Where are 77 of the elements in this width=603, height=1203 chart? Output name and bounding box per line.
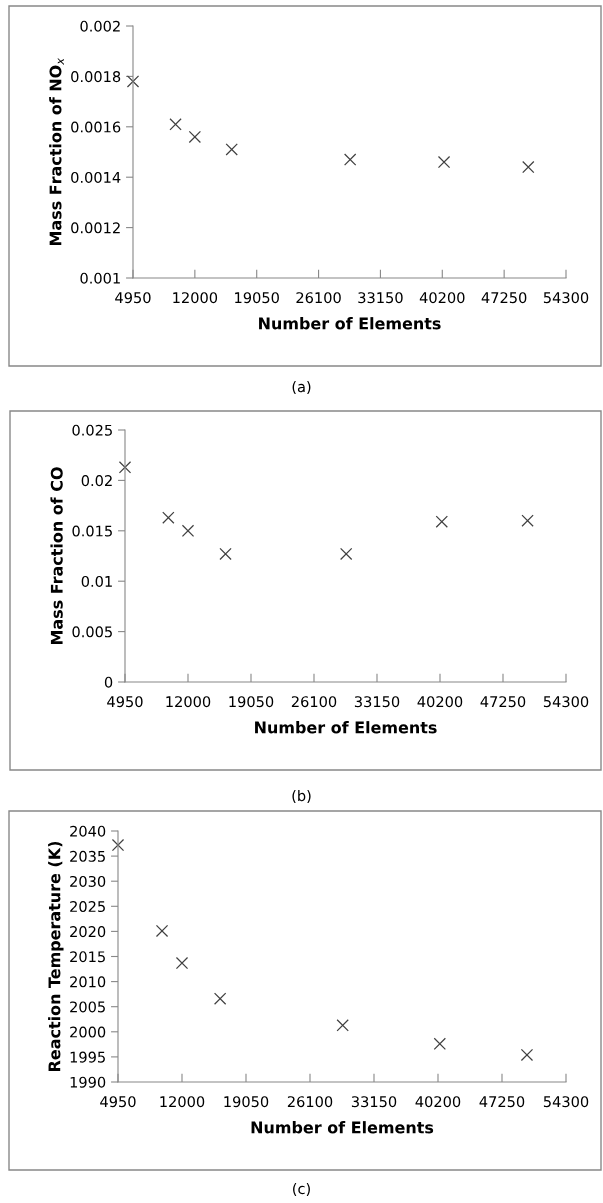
- x-tick-label: 47250: [479, 1096, 525, 1108]
- text: (c): [293, 1182, 310, 1196]
- point: [181, 524, 195, 537]
- point: [155, 924, 169, 938]
- y-tick-label: 2015: [70, 951, 105, 963]
- x-axis-title: Number of Elements: [255, 721, 437, 734]
- x-tick-label: 33150: [351, 1096, 397, 1108]
- y-tick-label: 0.015: [72, 525, 112, 537]
- x-tick-label: 33150: [354, 696, 400, 708]
- point: [219, 547, 232, 561]
- point: [126, 75, 140, 88]
- y-tick-label: 2000: [70, 1026, 106, 1038]
- x-tick-label: 4950: [115, 292, 151, 304]
- point: [169, 118, 182, 131]
- y-tick-label: 0.001: [80, 272, 120, 284]
- x-tick-label: 4950: [100, 1096, 136, 1108]
- x-tick-label: 40200: [415, 1096, 461, 1108]
- point: [336, 1019, 349, 1032]
- y-tick-label: 2040: [70, 825, 106, 837]
- point: [521, 514, 534, 527]
- x-tick-label: 19050: [224, 1096, 269, 1108]
- y-tick-label: 2030: [70, 875, 106, 887]
- y-tick-label: 0.0014: [71, 171, 121, 183]
- point: [213, 992, 227, 1005]
- x-tick-label: 54300: [543, 696, 589, 708]
- y-tick-label: 0: [104, 676, 113, 688]
- y-tick-label: 0.002: [80, 20, 120, 32]
- y-axis-title: Mass Fraction of NO$_{x}$: [49, 57, 64, 246]
- y-tick-label: 2010: [70, 976, 106, 988]
- point: [118, 461, 132, 474]
- point: [520, 1048, 534, 1062]
- point: [188, 130, 202, 144]
- point: [225, 143, 238, 156]
- x-tick-label: 47250: [481, 292, 527, 304]
- point: [522, 160, 535, 174]
- x-tick-label: 33150: [358, 292, 403, 304]
- point: [162, 511, 175, 524]
- x-tick-label: 40200: [419, 292, 465, 304]
- point: [343, 153, 357, 166]
- x-tick-label: 54300: [543, 1096, 589, 1108]
- x-tick-label: 12000: [166, 696, 211, 708]
- y-tick-label: 2035: [70, 850, 105, 862]
- point: [435, 515, 448, 528]
- point: [175, 956, 189, 970]
- x-tick-label: 19050: [229, 696, 274, 708]
- x-tick-label: 4950: [107, 696, 143, 708]
- x-tick-label: 26100: [296, 292, 341, 304]
- y-tick-label: 0.0018: [71, 71, 121, 83]
- y-tick-label: 1990: [70, 1076, 106, 1088]
- x-axis-title: Number of Elements: [251, 1121, 434, 1134]
- x-tick-label: 26100: [287, 1096, 333, 1108]
- point: [339, 547, 353, 561]
- x-tick-label: 26100: [291, 696, 337, 708]
- y-tick-label: 2025: [70, 901, 105, 913]
- x-tick-label: 54300: [543, 292, 589, 304]
- y-tick-label: 0.005: [72, 626, 112, 638]
- point: [437, 155, 451, 169]
- y-tick-label: 0.01: [81, 575, 112, 587]
- text: (b): [292, 789, 311, 803]
- x-tick-label: 12000: [160, 1096, 205, 1108]
- point: [111, 838, 125, 852]
- y-tick-label: 0.0012: [71, 222, 120, 234]
- x-axis-title: Number of Elements: [259, 317, 441, 330]
- x-tick-label: 47250: [480, 696, 526, 708]
- x-tick-label: 12000: [173, 292, 218, 304]
- text: (a): [292, 380, 311, 394]
- y-tick-label: 1995: [70, 1051, 105, 1063]
- y-tick-label: 2005: [70, 1001, 105, 1013]
- x-tick-label: 40200: [417, 696, 463, 708]
- x-tick-label: 19050: [235, 292, 279, 304]
- y-tick-label: 0.0016: [71, 121, 121, 133]
- y-tick-label: 0.025: [72, 424, 112, 436]
- y-axis-title: Reaction Temperature (K): [48, 841, 64, 1071]
- y-tick-label: 0.02: [81, 475, 112, 487]
- y-tick-label: 2020: [70, 926, 106, 938]
- point: [433, 1037, 446, 1051]
- y-axis-title: Mass Fraction of CO: [50, 467, 63, 645]
